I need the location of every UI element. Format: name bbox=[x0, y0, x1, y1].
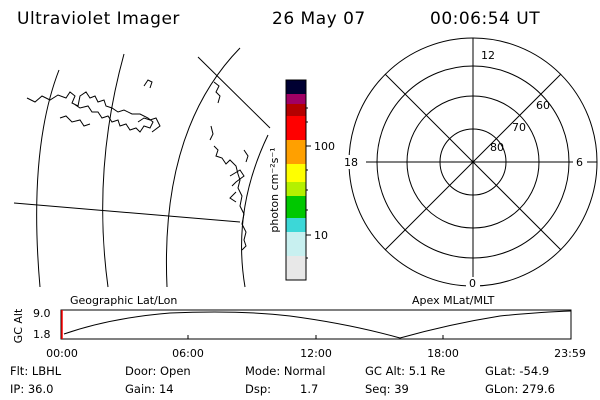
map-meridian-2 bbox=[102, 53, 125, 288]
map-coastline-2 bbox=[59, 115, 91, 127]
alt-plot-left-label: Geographic Lat/Lon bbox=[70, 294, 177, 307]
colorbar-segment-4 bbox=[286, 196, 306, 218]
colorbar-segment-11 bbox=[286, 80, 306, 94]
alt-plot-x-tick-4: 23:59 bbox=[554, 347, 586, 360]
colorbar-segment-3 bbox=[286, 218, 306, 232]
map-coastline-9 bbox=[243, 149, 249, 163]
map-parallel-1 bbox=[13, 202, 241, 223]
polar-label-right: 6 bbox=[576, 156, 583, 169]
map-coastline-5 bbox=[213, 81, 221, 104]
colorbar-segment-8 bbox=[286, 116, 306, 140]
colorbar-segment-1 bbox=[286, 256, 306, 280]
info-gc-alt: GC Alt: 5.1 Re bbox=[365, 364, 446, 378]
info-ip: IP: 36.0 bbox=[10, 382, 54, 396]
alt-plot-x-ticks bbox=[187, 335, 444, 339]
polar-label-top: 12 bbox=[481, 49, 495, 62]
map-coastline-6 bbox=[209, 125, 214, 141]
map-meridian-1 bbox=[36, 69, 60, 288]
colorbar-frame bbox=[285, 79, 307, 281]
alt-plot-y-title: GC Alt bbox=[12, 308, 25, 343]
alt-plot-y-tick-high: 9.0 bbox=[33, 307, 51, 320]
header-time: 00:06:54 UT bbox=[430, 9, 541, 29]
colorbar-segment-6 bbox=[286, 164, 306, 182]
info-dsp-label: Dsp: bbox=[245, 382, 272, 396]
polar-lat-label-60: 60 bbox=[536, 99, 550, 112]
alt-plot-frame bbox=[60, 309, 572, 340]
map-coastline-10 bbox=[229, 191, 237, 203]
map-parallel-2 bbox=[197, 56, 271, 129]
info-flt: Flt: LBHL bbox=[10, 364, 62, 378]
alt-plot-y-tick-low: 1.8 bbox=[33, 328, 51, 341]
map-coastline-3 bbox=[137, 117, 161, 133]
map-coastline-7 bbox=[213, 145, 247, 251]
altitude-plot bbox=[60, 309, 572, 340]
info-door: Door: Open bbox=[125, 364, 191, 378]
polar-lat-label-70: 70 bbox=[512, 121, 526, 134]
map-meridian-4 bbox=[241, 134, 269, 288]
alt-plot-x-tick-3: 18:00 bbox=[427, 347, 459, 360]
colorbar-segment-9 bbox=[286, 104, 306, 116]
geographic-map bbox=[13, 47, 271, 288]
info-glon: GLon: 279.6 bbox=[485, 382, 555, 396]
header-title: Ultraviolet Imager bbox=[17, 9, 180, 29]
header-date: 26 May 07 bbox=[272, 9, 366, 29]
colorbar-tick-label-10: 10 bbox=[314, 229, 328, 242]
polar-diagonal-2 bbox=[384, 73, 562, 251]
map-coastline-4 bbox=[143, 79, 153, 89]
info-seq: Seq: 39 bbox=[365, 382, 409, 396]
info-dsp-value: 1.7 bbox=[300, 382, 319, 396]
polar-lat-label-80: 80 bbox=[490, 141, 504, 154]
polar-label-left: 18 bbox=[344, 156, 358, 169]
info-mode: Mode: Normal bbox=[245, 364, 326, 378]
colorbar-segment-5 bbox=[286, 182, 306, 196]
colorbar-segment-2 bbox=[286, 232, 306, 256]
colorbar-tick-label-100: 100 bbox=[314, 140, 335, 153]
polar-plot bbox=[348, 37, 598, 287]
map-meridian-3 bbox=[165, 47, 241, 288]
info-glat: GLat: -54.9 bbox=[485, 364, 550, 378]
alt-plot-curve bbox=[63, 310, 572, 339]
map-coastline-8 bbox=[229, 169, 245, 187]
colorbar-segment-10 bbox=[286, 94, 306, 104]
alt-plot-x-tick-0: 00:00 bbox=[46, 347, 78, 360]
polar-label-bottom: 0 bbox=[469, 277, 476, 290]
info-gain: Gain: 14 bbox=[125, 382, 174, 396]
alt-plot-x-tick-2: 12:00 bbox=[300, 347, 332, 360]
colorbar-segment-7 bbox=[286, 140, 306, 164]
map-coastline-1 bbox=[26, 91, 154, 133]
alt-plot-right-label: Apex MLat/MLT bbox=[412, 294, 495, 307]
alt-plot-x-tick-1: 06:00 bbox=[172, 347, 204, 360]
colorbar-label: photon cm⁻²s⁻¹ bbox=[268, 147, 281, 232]
colorbar: 100 10 photon cm⁻²s⁻¹ bbox=[268, 79, 335, 281]
